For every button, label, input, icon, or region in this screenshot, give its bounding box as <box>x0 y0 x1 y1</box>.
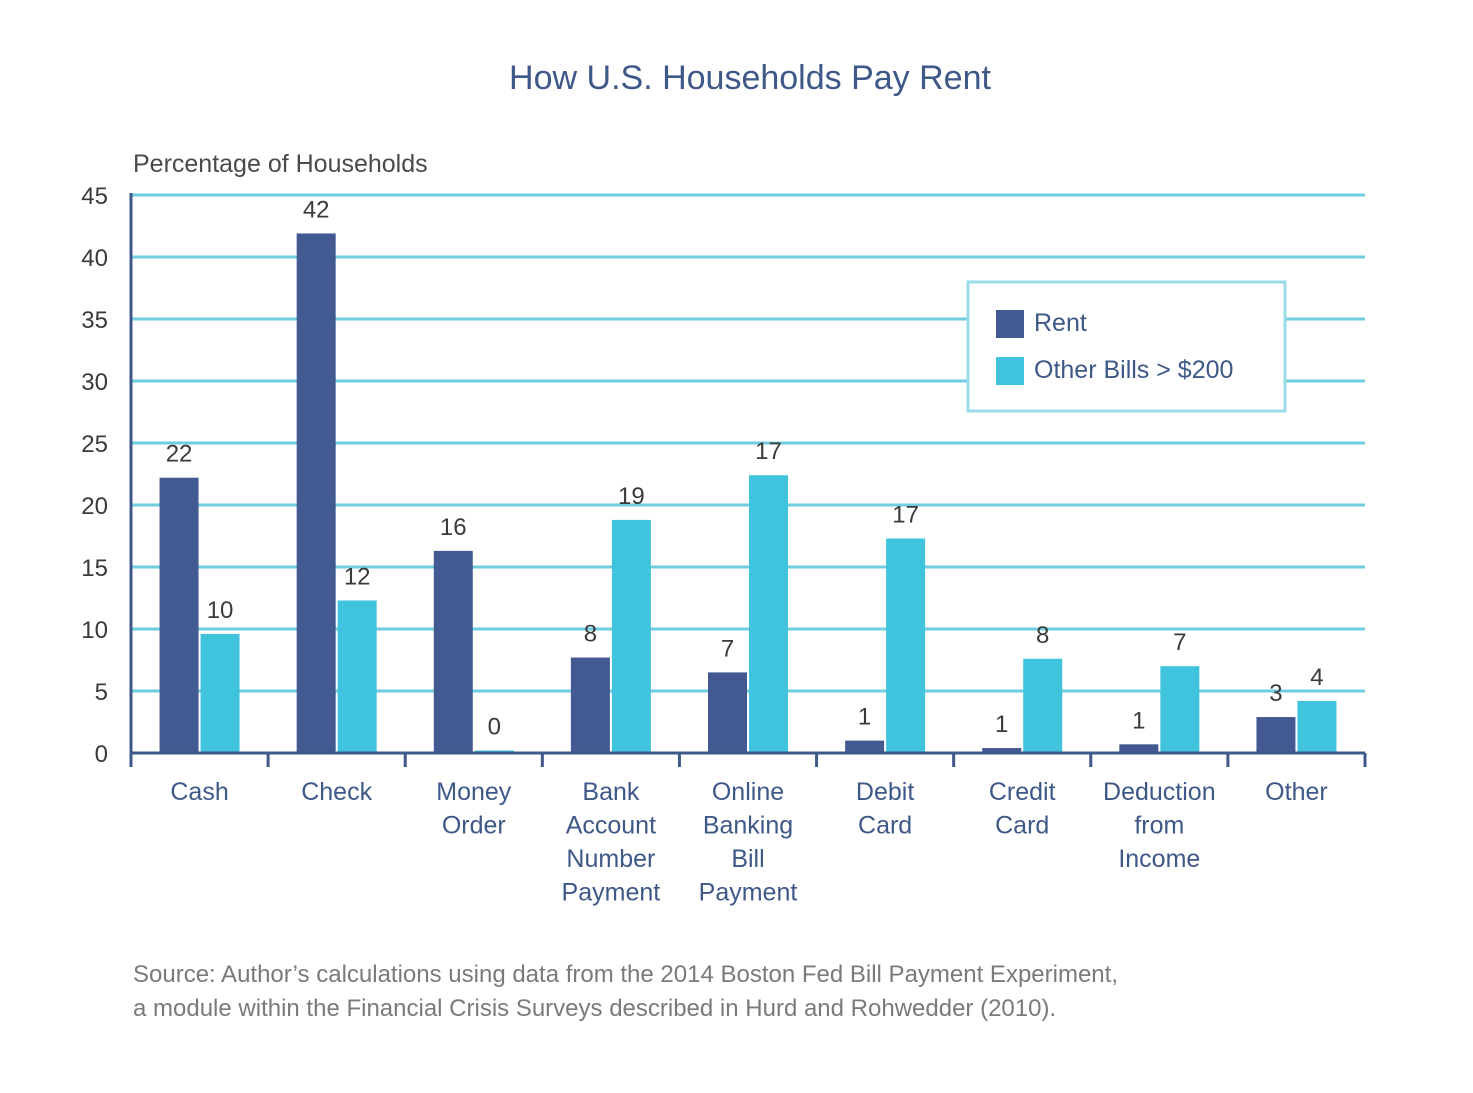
data-label: 10 <box>207 597 234 624</box>
legend-swatch <box>996 357 1024 385</box>
y-tick-label: 25 <box>81 431 108 458</box>
bar-rent <box>296 233 336 753</box>
x-category-label: Bank Account Number Payment <box>562 778 661 907</box>
x-category-label: Online Banking Bill Payment <box>699 778 798 907</box>
legend-box <box>966 280 1287 413</box>
y-tick-label: 40 <box>81 245 108 272</box>
data-label: 16 <box>440 514 467 541</box>
data-label: 0 <box>488 714 501 741</box>
bar-rent <box>708 672 747 753</box>
bar-other-bills <box>1297 700 1337 753</box>
y-tick-label: 20 <box>81 493 108 520</box>
x-category-label: Deduction from Income <box>1103 778 1216 873</box>
bar-other-bills <box>749 475 788 753</box>
bar-other-bills <box>337 600 377 753</box>
chart-title: How U.S. Households Pay Rent <box>509 59 991 97</box>
legend: Rent Other Bills > $200 <box>966 280 1287 413</box>
bar-other-bills <box>886 538 926 753</box>
x-category-label: Check <box>301 778 372 806</box>
legend-label: Rent <box>1034 309 1087 337</box>
data-label: 4 <box>1310 664 1323 691</box>
data-label: 1 <box>995 711 1008 738</box>
bar-other-bills <box>1160 666 1200 753</box>
data-label: 19 <box>618 483 645 510</box>
bar-rent <box>1256 717 1296 753</box>
data-label: 17 <box>892 501 919 528</box>
y-tick-label: 5 <box>95 679 108 706</box>
data-label: 12 <box>344 563 371 590</box>
bar-rent <box>982 748 1022 753</box>
bar-other-bills <box>611 519 651 753</box>
source-line: Source: Author’s calculations using data… <box>133 961 1118 988</box>
x-category-label: Credit Card <box>989 778 1056 840</box>
x-category-label: Other <box>1265 778 1328 806</box>
bar-rent <box>433 550 473 753</box>
data-labels: 22 42 16 8 7 1 1 1 3 10 12 0 19 17 17 8 7 4 <box>166 196 1324 740</box>
y-tick-label: 35 <box>81 307 108 334</box>
bar-other-bills <box>200 633 240 753</box>
legend-swatch <box>996 310 1024 338</box>
data-label: 17 <box>755 438 782 465</box>
y-tick-label: 45 <box>81 183 108 210</box>
y-tick-label: 15 <box>81 555 108 582</box>
data-label: 22 <box>166 441 193 468</box>
x-category-label: Debit Card <box>856 778 914 840</box>
data-label: 8 <box>1036 622 1049 649</box>
data-label: 8 <box>584 621 597 648</box>
data-label: 7 <box>1173 629 1186 656</box>
x-category-label: Money Order <box>436 778 512 840</box>
data-label: 7 <box>721 635 734 662</box>
data-label: 1 <box>1132 707 1145 734</box>
y-tick-label: 10 <box>81 617 108 644</box>
bar-rent <box>570 657 610 753</box>
source-line: a module within the Financial Crisis Sur… <box>133 995 1056 1022</box>
y-tick-label: 30 <box>81 369 108 396</box>
gridlines <box>131 193 1365 693</box>
data-label: 3 <box>1269 680 1282 707</box>
legend-label: Other Bills > $200 <box>1034 356 1233 384</box>
y-tick-label: 0 <box>95 741 108 768</box>
source-note: Source: Author’s calculations using data… <box>133 961 1118 1022</box>
bar-rent <box>1119 744 1159 753</box>
data-label: 42 <box>303 196 330 223</box>
bar-rent <box>159 477 199 753</box>
bar-other-bills <box>1023 658 1063 753</box>
bar-rent <box>845 740 885 753</box>
data-label: 1 <box>858 704 871 731</box>
y-axis-label: Percentage of Households <box>133 150 428 178</box>
bars <box>159 233 1337 753</box>
x-category-label: Cash <box>170 778 228 806</box>
